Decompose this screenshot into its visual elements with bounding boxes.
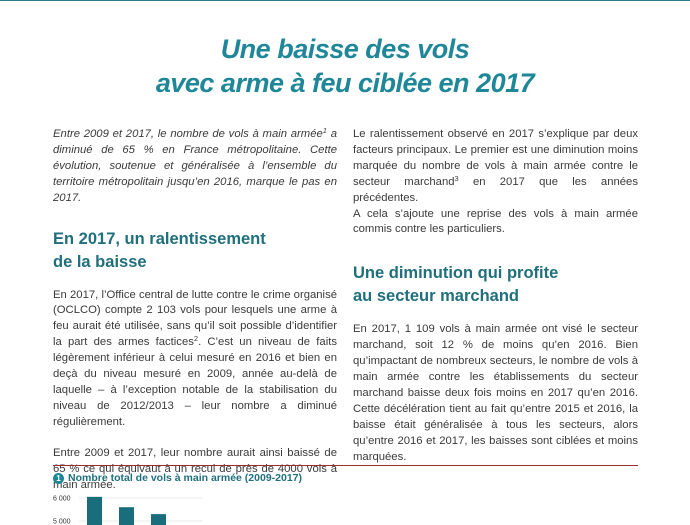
intro-paragraph: Entre 2009 et 2017, le nombre de vols à …: [53, 127, 337, 207]
bar: [119, 507, 134, 525]
bar: [151, 514, 166, 525]
body-paragraph-particuliers: A cela s’ajoute une reprise des vols à m…: [353, 207, 638, 236]
p1-text-a: En 2017, l’Office central de lutte contr…: [53, 288, 337, 349]
heading-line-1: Une diminution qui profite: [353, 264, 559, 283]
top-rule: [0, 0, 690, 1]
body-paragraph-marchand: En 2017, 1 109 vols à main armée ont vis…: [353, 323, 638, 463]
y-tick-label: 5 000: [53, 519, 71, 525]
bar-chart: 6 000 5 000: [53, 496, 203, 525]
right-column: Le ralentissement observé en 2017 s’expl…: [353, 127, 638, 466]
y-tick-label: 6 000: [53, 496, 71, 503]
heading-line-2: au secteur marchand: [353, 287, 519, 306]
intro-text-a: Entre 2009 et 2017, le nombre de vols à …: [53, 128, 323, 140]
rp1-text-b: en 2017 que les années précédentes.: [353, 175, 638, 204]
intro-text-b: a diminué de 65 % en France métropolitai…: [53, 128, 337, 204]
chart-title: 1 Nombre total de vols à main armée (200…: [53, 472, 302, 484]
chart-title-text: Nombre total de vols à main armée (2009-…: [68, 472, 303, 484]
heading-line-1: En 2017, un ralentissement: [53, 229, 266, 248]
left-column: Entre 2009 et 2017, le nombre de vols à …: [53, 127, 337, 493]
footnote-ref-3: 3: [454, 173, 459, 183]
body-paragraph-ralentissement: Le ralentissement observé en 2017 s’expl…: [353, 127, 638, 207]
page-title-line-2: avec arme à feu ciblée en 2017: [155, 68, 535, 98]
chart-number-badge: 1: [53, 472, 64, 484]
page-title-line-1: Une baisse des vols: [220, 34, 470, 64]
section-heading-ralentissement: En 2017, un ralentissement de la baisse: [53, 228, 337, 274]
page-title: Une baisse des vols avec arme à feu cibl…: [0, 32, 690, 100]
rp1-text-a: Le ralentissement observé en 2017 s’expl…: [353, 128, 638, 188]
body-paragraph-baisse: Entre 2009 et 2017, leur nombre aurait a…: [53, 446, 337, 491]
footnote-ref-1: 1: [322, 126, 327, 135]
p1-text-b: . C’est un niveau de faits légèrement in…: [53, 336, 337, 428]
chart-divider: [53, 465, 638, 466]
footnote-ref-2: 2: [193, 334, 199, 344]
section-heading-secteur-marchand: Une diminution qui profite au secteur ma…: [353, 262, 638, 308]
bar: [87, 496, 102, 525]
body-paragraph-oclco: En 2017, l’Office central de lutte contr…: [53, 288, 337, 431]
heading-line-2: de la baisse: [53, 252, 147, 271]
